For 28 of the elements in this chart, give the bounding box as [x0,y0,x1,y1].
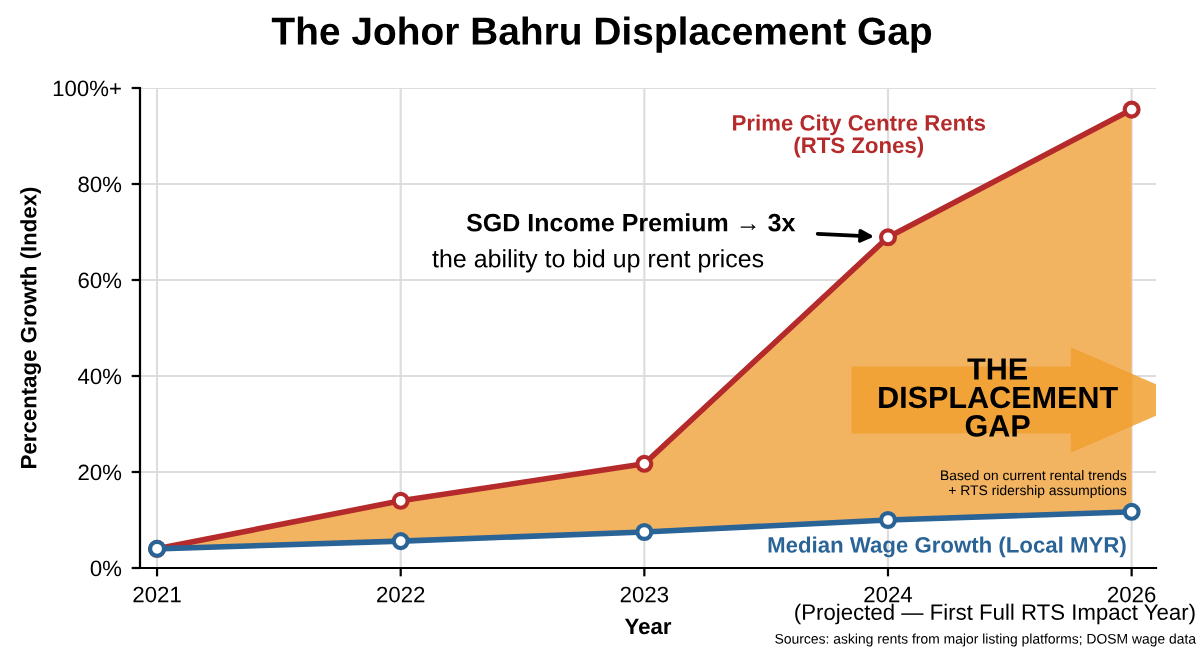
point [1122,502,1141,521]
chart-title: The Johor Bahru Displacement Gap [271,16,932,53]
y-tick-label: 40% [77,368,122,385]
y-tick-label: 80% [78,176,122,193]
text: (Projected — First Full RTS Impact Year) [795,603,1195,625]
x-axis-title: Year [624,618,672,635]
annotation: THE DISPLACEMENT GAP [879,358,1118,437]
y-tick-label: 60% [78,272,122,289]
series-label: Median Wage Growth (Local MYR) [768,536,1126,558]
x-tick-label: 2021 [133,586,181,603]
y-tick-label: 100%+ [53,80,121,97]
point [635,454,654,473]
y-tick-label: 20% [78,464,122,481]
y-axis-title: Percentage Growth (Index) [20,187,42,468]
x-tick-label: 2024 [864,586,913,603]
point [391,532,410,551]
x-tick-label: 2023 [620,586,669,603]
point [878,228,898,247]
y-tick-label: 0% [90,560,122,577]
annotation: the ability to bid up rent prices [432,249,764,273]
point [878,510,898,530]
point [391,491,410,510]
point [635,522,654,542]
x-tick-label: 2026 [1108,586,1156,603]
annotation: SGD Income Premium → 3x [466,213,796,232]
x-tick-label: 2022 [377,586,425,603]
point [1122,100,1141,119]
series-label: Prime City Centre Rents (RTS Zones) [733,114,986,158]
